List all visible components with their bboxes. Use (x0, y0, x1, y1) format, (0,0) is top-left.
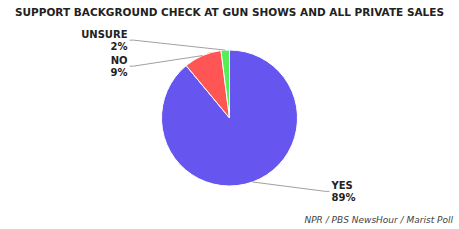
data-labels: YES89% NO9% UNSURE2% (81, 29, 355, 203)
leader-line (130, 40, 226, 50)
data-label: 9% (111, 67, 128, 78)
category-label: NO (111, 55, 128, 66)
category-label: YES (331, 180, 353, 191)
data-label: 89% (332, 192, 356, 203)
slice (186, 51, 229, 118)
title: SUPPORT BACKGROUND CHECK AT GUN SHOWS AN… (15, 6, 444, 18)
slice (162, 50, 298, 186)
annotation: NPR / PBS NewsHour / Marist Poll (304, 215, 453, 225)
slice (221, 50, 230, 118)
leader-line (130, 56, 203, 67)
slices (162, 50, 298, 186)
leader-line (253, 182, 330, 191)
chart: SUPPORT BACKGROUND CHECK AT GUN SHOWS AN… (0, 0, 459, 229)
data-label: 2% (111, 41, 128, 52)
category-label: UNSURE (81, 29, 128, 40)
